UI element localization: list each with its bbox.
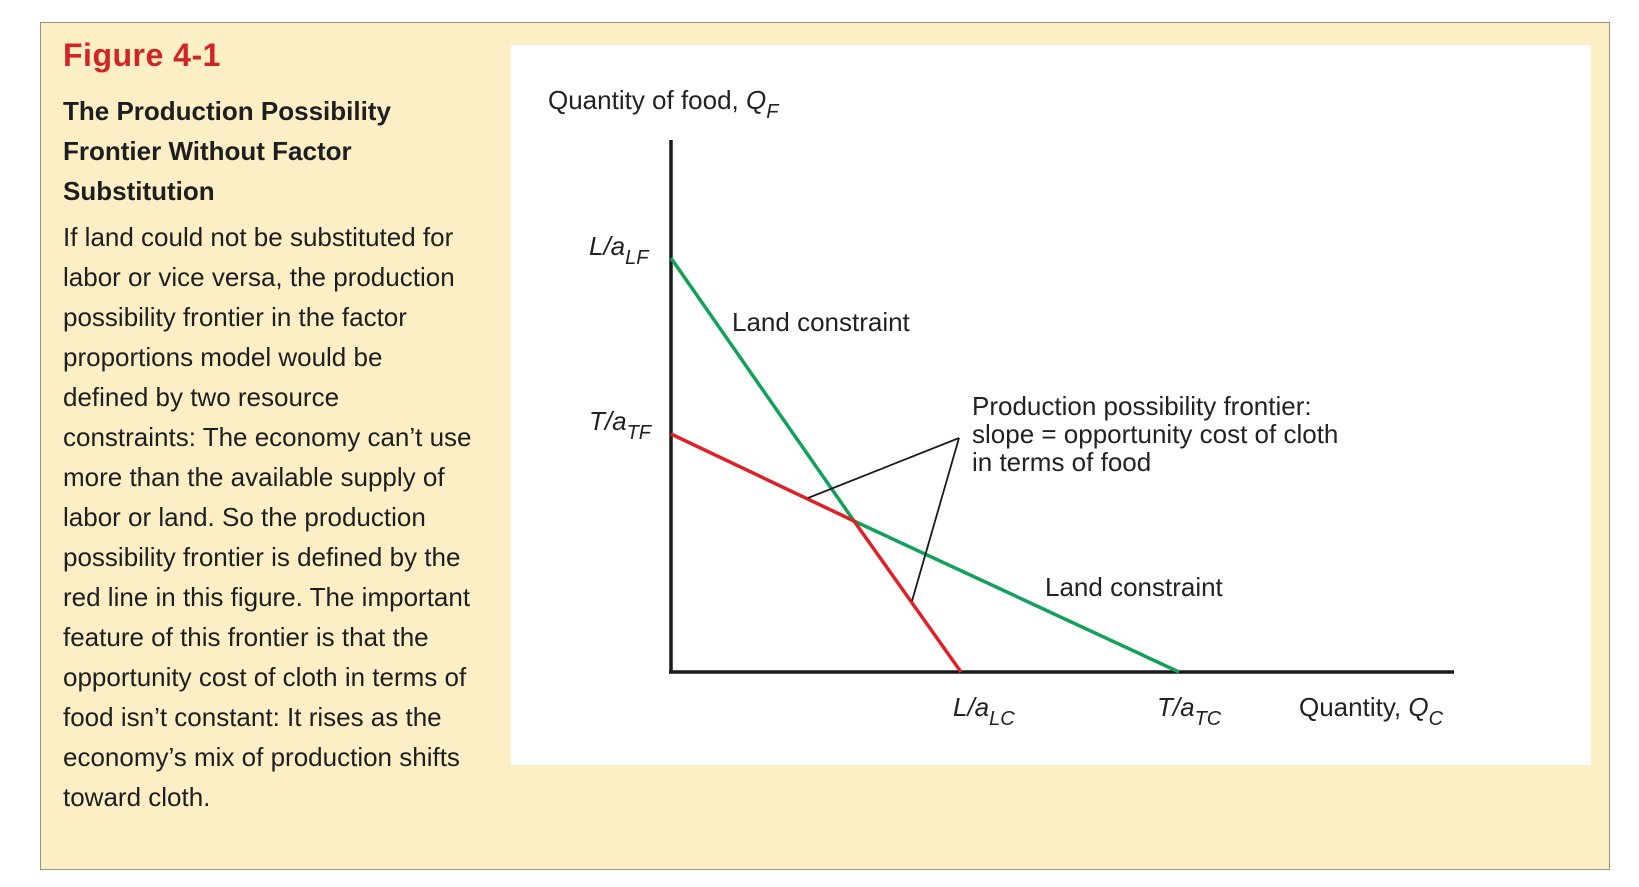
- ppf-diagram: Quantity of food, QF L/aLF T/aTF L/aLC T…: [548, 85, 1454, 730]
- tick-label-t-atf: T/aTF: [589, 406, 653, 444]
- ppf-annotation-line-2: slope = opportunity cost of cloth: [972, 419, 1338, 449]
- figure-label: Figure 4-1: [63, 37, 221, 73]
- figure-caption: If land could not be substituted for lab…: [63, 222, 472, 812]
- figure-title: The Production Possibility Frontier With…: [63, 96, 391, 206]
- tick-label-l-alf: L/aLF: [589, 231, 650, 269]
- annotation-pointer-upper: [807, 437, 960, 499]
- ppf-annotation-line-1: Production possibility frontier:: [972, 391, 1312, 421]
- upper-constraint-label: Land constraint: [732, 307, 911, 337]
- tick-label-l-alc: L/aLC: [953, 692, 1015, 730]
- flat-constraint-line: [853, 519, 1180, 674]
- ppf-frontier-line: [670, 432, 963, 674]
- annotation-pointer-lower: [911, 437, 960, 602]
- x-axis-label: Quantity, QC: [1299, 692, 1444, 730]
- ppf-annotation-line-3: in terms of food: [972, 447, 1151, 477]
- lower-constraint-label: Land constraint: [1045, 572, 1224, 602]
- steep-constraint-line: [669, 257, 856, 522]
- diagram-area: Quantity of food, QF L/aLF T/aTF L/aLC T…: [511, 45, 1591, 765]
- tick-label-t-atc: T/aTC: [1157, 692, 1222, 730]
- y-axis-label: Quantity of food, QF: [548, 85, 780, 123]
- figure-panel: Figure 4-1 The Production Possibility Fr…: [40, 22, 1610, 870]
